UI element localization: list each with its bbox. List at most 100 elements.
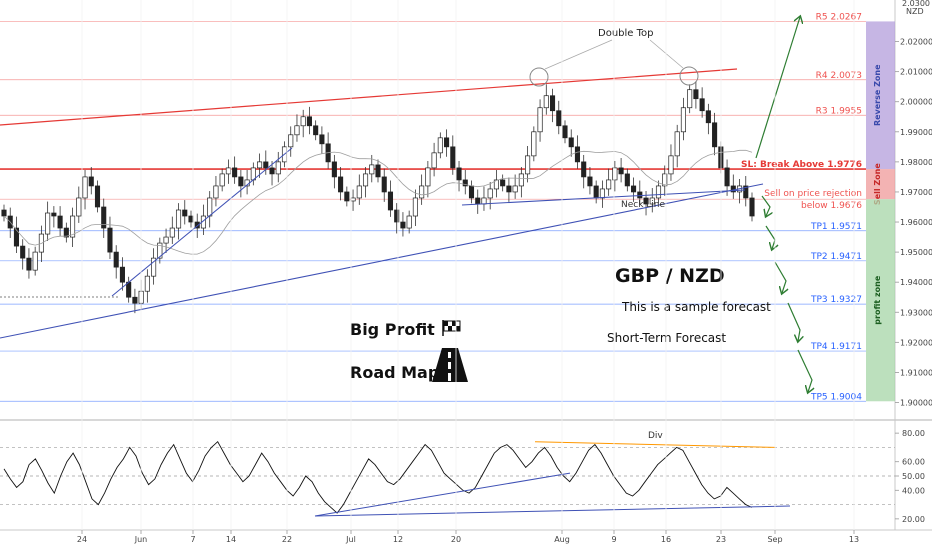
candle-body: [175, 209, 182, 229]
price-tick-label: 2.00000: [900, 98, 932, 107]
candle-body: [219, 173, 225, 187]
time-axis: 24 Jun 7 14 22 Jul 12 20 Aug 9 16 23 Sep 13: [77, 0, 859, 544]
up-arrow: [755, 17, 800, 159]
candle-body: [394, 209, 400, 223]
price-tick-label: 1.96000: [900, 218, 932, 227]
candle-body: [313, 125, 319, 136]
level-label: R4 2.0073: [816, 71, 862, 81]
candle-body: [381, 176, 387, 193]
level-label: Sell on price rejection: [764, 189, 862, 199]
level-label: TP2 1.9471: [810, 252, 862, 262]
candle-body: [182, 209, 188, 217]
div-label: Div: [648, 431, 663, 441]
road-map-label: Road Map: [350, 363, 439, 382]
candle-body: [82, 176, 88, 199]
price-tick-label: 1.91000: [900, 368, 932, 377]
candle-body: [612, 167, 618, 181]
candle-body: [506, 185, 512, 193]
lower-trendline: [0, 183, 764, 339]
candle-body: [375, 164, 381, 178]
candle-body: [194, 221, 200, 229]
candle-body: [655, 185, 662, 199]
time-tick-label: 12: [393, 535, 403, 544]
candle-body: [338, 176, 344, 193]
time-tick-label: 16: [661, 535, 671, 544]
down-arrow-3: [774, 261, 786, 293]
candle-body: [562, 125, 568, 139]
candle-body: [668, 155, 674, 175]
level-label: SL: Break Above 1.9776: [741, 160, 862, 170]
zone-band: [866, 169, 895, 200]
candle-body: [475, 197, 481, 205]
level-label: TP3 1.9327: [810, 295, 862, 305]
candle-body: [306, 116, 312, 127]
rsi-tick-label: 60.00: [902, 458, 925, 467]
candle-body: [269, 167, 275, 175]
candle-body: [537, 107, 543, 133]
candle-body: [599, 188, 605, 199]
levels: R5 2.0267 R4 2.0073 R3 1.9955 SL: Break Abo…: [0, 12, 866, 402]
zones: Reverse Zone Sell Zone profit zone: [866, 21, 895, 402]
candle-body: [462, 179, 468, 187]
double-top-circle-right: [679, 66, 699, 86]
candle-body: [288, 134, 294, 148]
chart-title: GBP / NZD: [615, 265, 725, 287]
time-tick-label: 24: [77, 535, 87, 544]
time-tick-label: Jun: [134, 535, 148, 544]
candle-body: [493, 179, 499, 190]
candle-body: [662, 173, 668, 187]
rsi-tick-label: 80.00: [902, 429, 925, 438]
double-top-pointer-left: [544, 39, 613, 70]
candle-body: [57, 215, 63, 229]
candle-body: [680, 107, 686, 133]
candle-body: [487, 188, 493, 199]
rsi-trend-line: [314, 472, 571, 517]
candle-body: [63, 227, 69, 238]
price-tick-label: 1.95000: [900, 248, 932, 257]
candle-body: [425, 167, 431, 187]
candle-body: [362, 173, 369, 187]
chart-subtitle: This is a sample forecast: [621, 300, 771, 314]
candle-body: [169, 227, 175, 238]
candle-body: [637, 191, 643, 199]
candle-body: [743, 185, 749, 199]
candle-body: [593, 185, 599, 199]
checkered-flag-icon: [442, 320, 461, 336]
candle-body: [113, 251, 119, 268]
zone-band: [866, 21, 895, 170]
candle-body: [238, 176, 244, 187]
candle-body: [543, 95, 549, 109]
rsi-tick-label: 50.00: [902, 472, 925, 481]
big-profit-label: Big Profit: [350, 320, 435, 339]
road-icon: [432, 348, 468, 382]
candle-body: [119, 266, 125, 283]
price-tick-label: 1.99000: [900, 128, 932, 137]
candle-body: [263, 161, 269, 169]
candle-body: [213, 185, 219, 199]
candle-body: [643, 197, 649, 205]
price-axis: 2.02000 2.01000 2.00000 1.99000 1.98000 1.970…: [895, 38, 932, 407]
double-top-circle-left: [529, 67, 549, 87]
candle-body: [188, 215, 194, 223]
candle-body: [94, 185, 101, 208]
candle-body: [618, 167, 624, 175]
time-tick-label: 7: [190, 535, 195, 544]
candle-body: [70, 215, 76, 238]
candle-body: [257, 161, 263, 169]
candle-body: [88, 176, 94, 187]
candle-body: [631, 185, 637, 193]
candle-body: [556, 110, 562, 127]
candle-body: [456, 167, 462, 181]
candle-body: [649, 197, 655, 205]
time-tick-label: 13: [849, 535, 859, 544]
candle-body: [749, 197, 755, 217]
candle-body: [406, 215, 412, 229]
candle-body: [468, 185, 475, 199]
candle-body: [13, 227, 20, 247]
time-tick-label: 22: [282, 535, 292, 544]
time-tick-label: 9: [611, 535, 616, 544]
time-tick-label: Aug: [554, 535, 570, 544]
candle-body: [126, 281, 132, 298]
level-label: TP4 1.9171: [810, 342, 862, 352]
